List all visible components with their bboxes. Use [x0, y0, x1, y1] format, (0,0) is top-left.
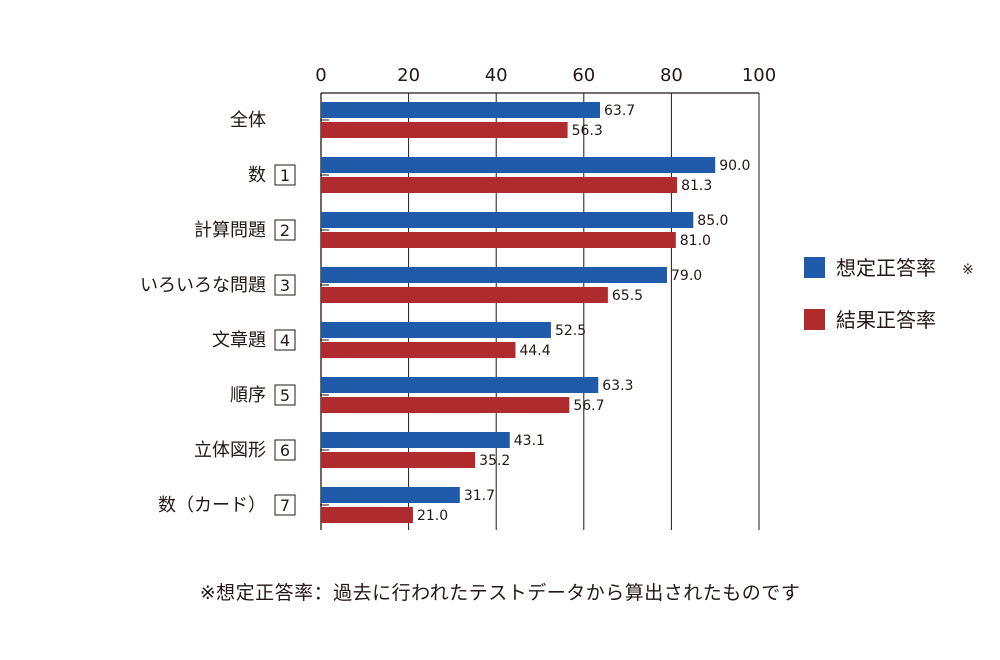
category-label-0: 全体 [230, 110, 266, 131]
legend-suffix-0: ※ [962, 262, 974, 278]
x-tick-label-20: 20 [397, 65, 420, 86]
category-label-2: 計算問題 [194, 220, 266, 241]
category-number-1: 1 [280, 166, 290, 185]
value-label-actual-2: 81.0 [680, 233, 711, 249]
value-label-expected-2: 85.0 [697, 213, 728, 229]
category-number-box-7 [274, 494, 296, 516]
category-label-5: 順序 [230, 385, 266, 406]
value-label-actual-6: 35.2 [479, 453, 510, 469]
category-labels: 全体 1数 2 計算問題 3 いろいろな問題 4 文章題 5 順序 6 立体図形 7 数（カード） [140, 110, 296, 516]
x-tick-label-60: 60 [572, 65, 595, 86]
bar-actual-0 [321, 122, 568, 138]
bar-expected-7 [321, 487, 460, 503]
legend-swatch-1 [804, 309, 825, 330]
value-label-expected-6: 43.1 [514, 433, 545, 449]
bar-expected-2 [321, 212, 694, 228]
legend-label-0: 想定正答率 [836, 256, 936, 280]
footnote: ※想定正答率：過去に行われたテストデータから算出されたものです [199, 582, 801, 604]
category-label-7: 数（カード） [158, 495, 266, 516]
value-label-expected-7: 31.7 [464, 488, 495, 504]
bar-actual-5 [321, 397, 570, 413]
value-label-actual-0: 56.3 [572, 123, 603, 139]
value-label-expected-3: 79.0 [671, 268, 702, 284]
value-label-expected-0: 63.7 [604, 103, 635, 119]
category-label-6: 立体図形 [194, 440, 266, 461]
bar-actual-1 [321, 177, 678, 193]
category-number-box-4 [274, 329, 296, 351]
value-label-actual-4: 44.4 [519, 343, 550, 359]
legend-label-1: 結果正答率 [836, 308, 936, 332]
category-number-box-5 [274, 384, 296, 406]
value-label-actual-7: 21.0 [417, 508, 448, 524]
x-tick-label-0: 0 [315, 65, 326, 86]
bar-expected-3 [321, 267, 668, 283]
category-number-6: 6 [280, 441, 290, 460]
x-tick-label-100: 100 [742, 65, 776, 86]
value-label-actual-5: 56.7 [573, 398, 604, 414]
bars [321, 102, 716, 523]
bar-actual-3 [321, 287, 608, 303]
value-label-expected-4: 52.5 [555, 323, 586, 339]
category-number-3: 3 [280, 276, 290, 295]
bar-actual-6 [321, 452, 476, 468]
category-number-5: 5 [280, 386, 290, 405]
bar-expected-4 [321, 322, 551, 338]
value-label-expected-5: 63.3 [602, 378, 633, 394]
category-number-box-1 [274, 164, 296, 186]
category-number-2: 2 [280, 221, 290, 240]
category-label-3: いろいろな問題 [140, 275, 266, 296]
bar-actual-7 [321, 507, 413, 523]
bar-expected-5 [321, 377, 599, 393]
value-label-actual-1: 81.3 [681, 178, 712, 194]
bar-actual-4 [321, 342, 516, 358]
legend-swatch-0 [804, 257, 825, 278]
category-number-4: 4 [280, 331, 290, 350]
x-tick-label-40: 40 [485, 65, 508, 86]
category-label-1: 数 [248, 165, 266, 186]
value-label-expected-1: 90.0 [719, 158, 750, 174]
bar-expected-0 [321, 102, 601, 118]
value-labels: 63.756.3 90.0 81.3 85.0 81.0 79.0 65.5 52.5 44.4… [417, 103, 750, 524]
bar-expected-1 [321, 157, 716, 173]
value-label-actual-3: 65.5 [612, 288, 643, 304]
bar-expected-6 [321, 432, 510, 448]
bar-actual-2 [321, 232, 676, 248]
x-tick-label-80: 80 [660, 65, 683, 86]
category-label-4: 文章題 [212, 330, 266, 351]
category-number-box-2 [274, 219, 296, 241]
category-number-box-6 [274, 439, 296, 461]
category-number-box-3 [274, 274, 296, 296]
category-number-7: 7 [280, 496, 290, 515]
legend: 想定正答率 ※ 結果正答率 [804, 256, 974, 332]
